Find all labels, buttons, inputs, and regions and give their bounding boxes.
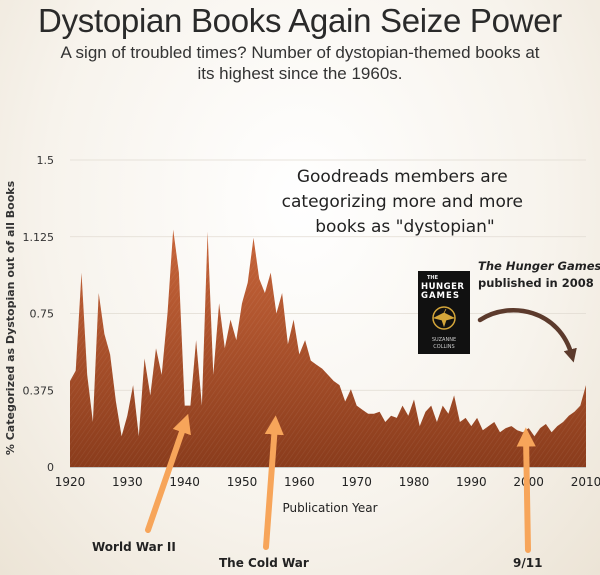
x-tick-label: 1980 (399, 475, 430, 489)
book-author-line-2: COLLINS (433, 344, 454, 350)
ww2-arrow-icon (145, 413, 191, 533)
chart-subtitle: A sign of troubled times? Number of dyst… (60, 43, 540, 83)
book-title-line-1: THE (427, 275, 439, 281)
goodreads-line-3: books as "dystopian" (315, 217, 495, 237)
x-tick-label: 1990 (456, 475, 487, 489)
x-axis-ticks: 1920193019401950196019701980199020002010 (55, 475, 600, 489)
y-axis-label: % Categorized as Dystopian out of all Bo… (4, 180, 17, 455)
hunger-games-title: The Hunger Games (478, 259, 600, 273)
event-arrows (145, 413, 536, 553)
book-author-line-1: SUZANNE (432, 337, 456, 343)
goodreads-annotation: Goodreads members are categorizing more … (282, 167, 529, 237)
cold-war-arrow-icon (263, 415, 284, 550)
ww2-label: World War II (92, 540, 176, 554)
curved-arrow-icon (477, 307, 577, 363)
y-axis-ticks: 0 0.375 0.75 1.125 1.5 (23, 154, 55, 474)
y-tick-label: 1.5 (37, 154, 55, 167)
mockingjay-bird-icon (432, 308, 456, 328)
y-tick-label: 0.75 (30, 308, 55, 321)
nine-eleven-label: 9/11 (513, 556, 542, 570)
y-tick-label: 1.125 (23, 231, 55, 244)
hunger-games-published: published in 2008 (478, 276, 594, 290)
book-title-line-3: GAMES (421, 291, 460, 301)
hunger-games-book-cover: THE HUNGER GAMES SUZANNE COLLINS (418, 271, 470, 354)
x-axis-label: Publication Year (282, 501, 377, 515)
x-tick-label: 1950 (227, 475, 258, 489)
area-texture (70, 229, 586, 467)
area-series (70, 229, 586, 467)
cold-war-label: The Cold War (219, 556, 309, 570)
x-tick-label: 1960 (284, 475, 315, 489)
book-title-line-2: HUNGER (421, 282, 464, 292)
hunger-games-annotation: The Hunger Games published in 2008 (478, 259, 600, 290)
chart-title: Dystopian Books Again Seize Power (38, 2, 562, 39)
mockingjay-icon (432, 306, 456, 330)
goodreads-line-2: categorizing more and more (282, 192, 523, 212)
y-tick-label: 0.375 (23, 384, 55, 397)
nine-eleven-arrow-icon (516, 427, 536, 553)
goodreads-line-1: Goodreads members are (297, 167, 508, 187)
y-tick-label: 0 (47, 461, 54, 474)
x-tick-label: 1940 (169, 475, 200, 489)
x-tick-label: 1930 (112, 475, 143, 489)
x-tick-label: 2010 (571, 475, 600, 489)
x-tick-label: 1920 (55, 475, 86, 489)
x-tick-label: 1970 (341, 475, 372, 489)
